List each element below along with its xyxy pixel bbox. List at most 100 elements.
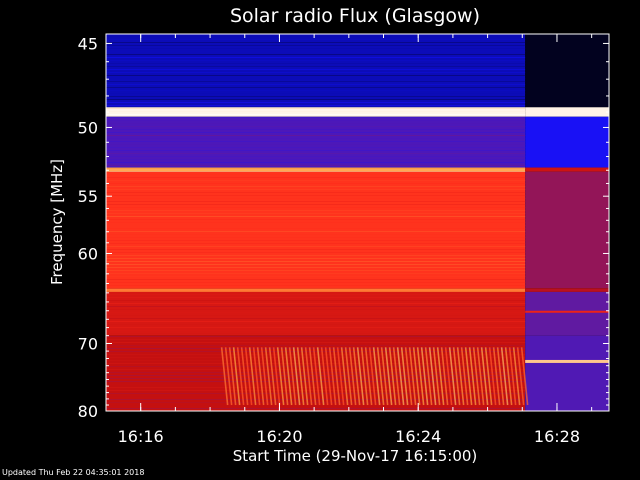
texture-line bbox=[106, 138, 526, 139]
texture-line bbox=[106, 207, 526, 208]
texture-line bbox=[106, 351, 526, 352]
texture-line bbox=[106, 186, 526, 187]
band-after-3 bbox=[525, 167, 609, 172]
burst-striation bbox=[484, 347, 493, 406]
burst-striation bbox=[428, 347, 437, 406]
texture-line bbox=[106, 156, 526, 157]
burst-striation bbox=[312, 347, 321, 406]
texture-line bbox=[106, 120, 526, 121]
y-tick-label: 70 bbox=[78, 334, 98, 353]
burst-striation bbox=[236, 347, 245, 406]
texture-line bbox=[106, 42, 526, 43]
post-event-line bbox=[525, 359, 609, 363]
texture-line bbox=[106, 195, 526, 196]
burst-striation bbox=[384, 347, 393, 406]
texture-line bbox=[106, 57, 526, 58]
chart-title: Solar radio Flux (Glasgow) bbox=[230, 5, 480, 27]
texture-line bbox=[106, 153, 526, 154]
y-tick-label: 50 bbox=[78, 118, 98, 137]
burst-striation bbox=[492, 347, 501, 406]
texture-line bbox=[106, 204, 526, 205]
texture-line bbox=[106, 78, 526, 79]
burst-striation bbox=[264, 347, 273, 406]
texture-line bbox=[106, 282, 526, 283]
burst-striation bbox=[372, 347, 381, 406]
band-6 bbox=[106, 291, 526, 336]
burst-striation bbox=[336, 347, 345, 406]
burst-striation bbox=[472, 347, 481, 406]
band-after-1 bbox=[525, 107, 609, 117]
texture-line bbox=[106, 405, 526, 406]
texture-line bbox=[106, 300, 526, 301]
burst-striation bbox=[464, 347, 473, 406]
y-tick-label: 80 bbox=[78, 402, 98, 421]
updated-timestamp: Updated Thu Feb 22 04:35:01 2018 bbox=[2, 468, 145, 477]
texture-line bbox=[106, 264, 526, 265]
texture-line bbox=[106, 180, 526, 181]
texture-line bbox=[106, 279, 526, 280]
texture-line bbox=[106, 213, 526, 214]
texture-line bbox=[106, 408, 526, 409]
texture-line bbox=[106, 273, 526, 274]
texture-line bbox=[106, 75, 526, 76]
texture-line bbox=[106, 72, 526, 73]
x-tick-label: 16:20 bbox=[256, 427, 302, 446]
texture-line bbox=[106, 291, 526, 292]
texture-line bbox=[106, 54, 526, 55]
texture-line bbox=[106, 345, 526, 346]
texture-line bbox=[106, 336, 526, 337]
texture-line bbox=[106, 135, 526, 136]
plot-area bbox=[106, 34, 609, 411]
burst-striation bbox=[432, 347, 441, 406]
burst-striation bbox=[420, 347, 429, 406]
burst-striation bbox=[376, 347, 385, 406]
x-tick-label: 16:28 bbox=[534, 427, 580, 446]
burst-striation bbox=[404, 347, 413, 406]
texture-line bbox=[106, 141, 526, 142]
texture-line bbox=[106, 231, 526, 232]
texture-line bbox=[106, 165, 526, 166]
texture-line bbox=[106, 318, 526, 319]
burst-striation bbox=[288, 347, 297, 406]
texture-line bbox=[106, 177, 526, 178]
texture-line bbox=[106, 267, 526, 268]
burst-striation bbox=[352, 347, 361, 406]
texture-line bbox=[106, 36, 526, 37]
texture-line bbox=[106, 174, 526, 175]
texture-line bbox=[106, 159, 526, 160]
burst-striation bbox=[424, 347, 433, 406]
texture-line bbox=[106, 324, 526, 325]
burst-striation bbox=[392, 347, 401, 406]
burst-striation bbox=[388, 347, 397, 406]
texture-line bbox=[106, 117, 526, 118]
y-tick-label: 55 bbox=[78, 187, 98, 206]
texture-line bbox=[106, 162, 526, 163]
texture-line bbox=[106, 105, 526, 106]
texture-line bbox=[106, 114, 526, 115]
burst-striation bbox=[488, 347, 497, 406]
texture-line bbox=[106, 390, 526, 391]
texture-line bbox=[106, 219, 526, 220]
x-tick-label: 16:24 bbox=[395, 427, 441, 446]
texture-line bbox=[106, 387, 526, 388]
burst-striation bbox=[296, 347, 305, 406]
texture-line bbox=[106, 252, 526, 253]
texture-line bbox=[106, 201, 526, 202]
band-4 bbox=[106, 171, 526, 289]
burst-striation bbox=[468, 347, 477, 406]
burst-striation bbox=[516, 347, 525, 406]
burst-striation bbox=[280, 347, 289, 406]
texture-line bbox=[106, 210, 526, 211]
x-tick-label: 16:16 bbox=[118, 427, 164, 446]
burst-striation bbox=[348, 347, 357, 406]
texture-line bbox=[106, 111, 526, 112]
burst-striation bbox=[272, 347, 281, 406]
burst-striation bbox=[436, 347, 445, 406]
texture-line bbox=[106, 87, 526, 88]
texture-line bbox=[106, 240, 526, 241]
texture-line bbox=[106, 99, 526, 100]
band-3 bbox=[106, 167, 526, 172]
texture-line bbox=[106, 81, 526, 82]
burst-striation bbox=[500, 347, 509, 406]
